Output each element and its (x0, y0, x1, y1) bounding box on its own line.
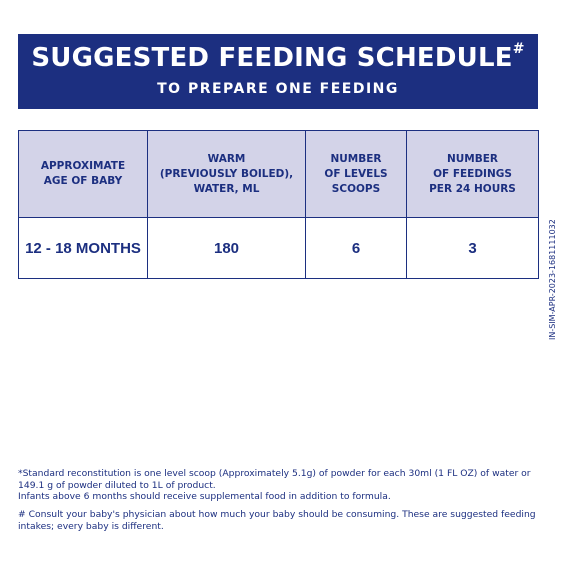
header-water: WARM (PREVIOUSLY BOILED), WATER, ML (147, 130, 306, 218)
header-age-text: APPROXIMATE AGE OF BABY (40, 160, 126, 187)
schedule-banner: SUGGESTED FEEDING SCHEDULE# TO PREPARE O… (18, 34, 538, 109)
cell-water: 180 (147, 217, 306, 279)
note-infants: Infants above 6 months should receive su… (18, 491, 391, 502)
note-consult-physician: # Consult your baby's physician about ho… (18, 509, 536, 532)
cell-scoops: 6 (305, 217, 407, 279)
side-reference-code: IN-SIM-APR-2023-1681111032 (548, 219, 557, 340)
table-row: 12 - 18 MONTHS 180 6 3 (18, 217, 539, 279)
feeding-schedule-table: APPROXIMATE AGE OF BABY WARM (PREVIOUSLY… (18, 130, 539, 279)
header-scoops: NUMBER OF LEVELS SCOOPS (305, 130, 407, 218)
note-standard-reconstitution: *Standard reconstitution is one level sc… (18, 468, 531, 491)
table-header-row: APPROXIMATE AGE OF BABY WARM (PREVIOUSLY… (18, 130, 539, 218)
cell-feedings: 3 (406, 217, 539, 279)
banner-subtitle: TO PREPARE ONE FEEDING (157, 81, 399, 97)
header-water-text: WARM (PREVIOUSLY BOILED), WATER, ML (159, 152, 294, 195)
header-feedings: NUMBER OF FEEDINGS PER 24 HOURS (406, 130, 539, 218)
header-feedings-text: NUMBER OF FEEDINGS PER 24 HOURS (429, 152, 516, 195)
cell-age: 12 - 18 MONTHS (18, 217, 148, 279)
banner-title: SUGGESTED FEEDING SCHEDULE# (18, 41, 538, 73)
banner-title-text: SUGGESTED FEEDING SCHEDULE (31, 43, 513, 73)
banner-title-mark: # (512, 41, 525, 57)
header-scoops-text: NUMBER OF LEVELS SCOOPS (324, 152, 388, 195)
header-age: APPROXIMATE AGE OF BABY (18, 130, 148, 218)
